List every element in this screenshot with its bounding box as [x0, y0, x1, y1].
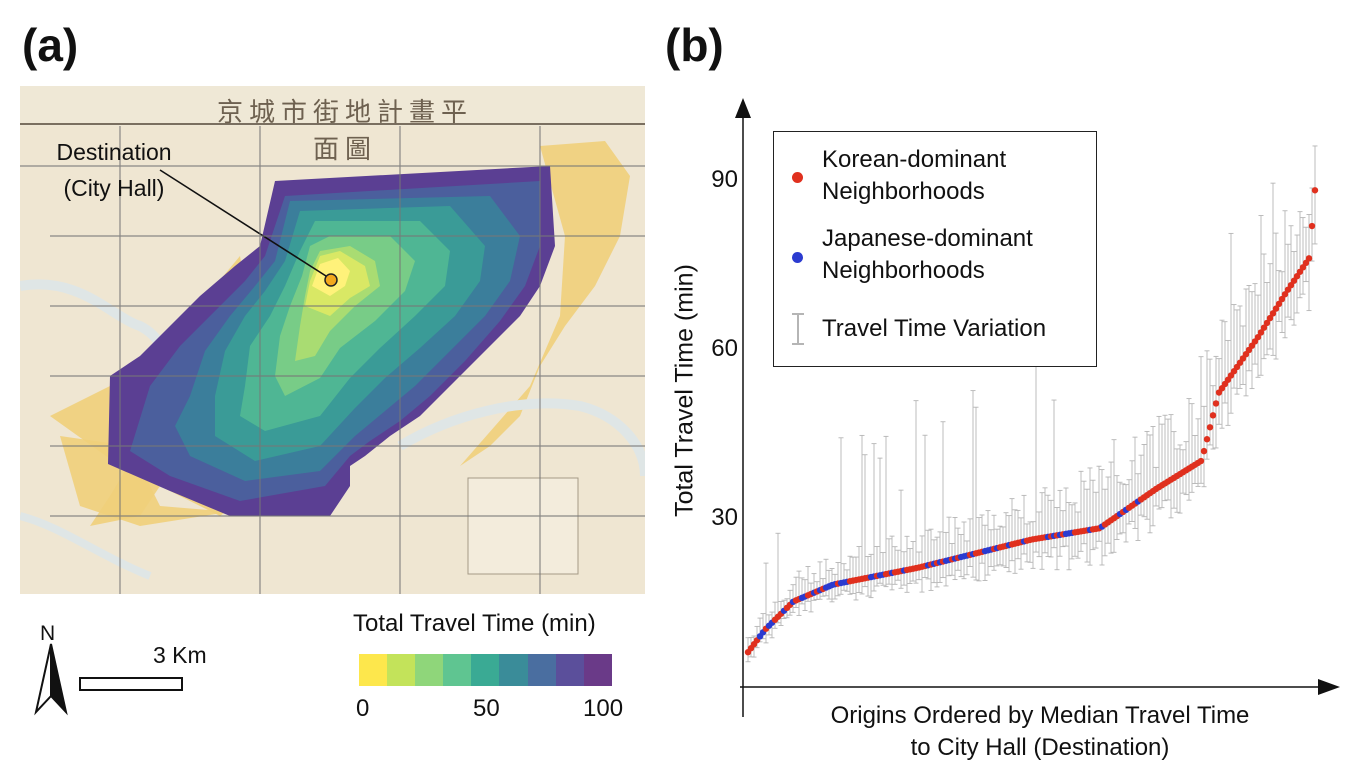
y-tick-60: 60 — [711, 335, 738, 362]
x-axis-title-line-2: to City Hall (Destination) — [910, 734, 1170, 761]
chart-points — [744, 187, 1319, 656]
x-axis-title-line-1: Origins Ordered by Median Travel Time — [830, 702, 1250, 729]
destination-marker — [324, 273, 338, 287]
colorbar-swatch-2 — [415, 654, 444, 686]
colorbar-swatch-1 — [387, 654, 416, 686]
colorbar-tick-0: 0 — [356, 695, 370, 722]
travel-time-chart: 30 60 90 — [711, 98, 1340, 717]
colorbar-tick-50: 50 — [473, 695, 500, 722]
colorbar-tick-100: 100 — [583, 695, 624, 722]
point-korean — [1311, 187, 1319, 194]
y-tick-30: 30 — [711, 504, 738, 531]
colorbar-swatch-3 — [443, 654, 472, 686]
point-korean — [1206, 424, 1214, 431]
colorbar-swatch-0 — [359, 654, 388, 686]
urban-area-east — [460, 141, 630, 466]
x-axis-arrow-icon — [1318, 679, 1340, 695]
travel-time-map: 京城市街地計畫平面圖 Destination (City Hall) — [20, 86, 645, 594]
colorbar-swatch-5 — [499, 654, 528, 686]
north-label: N — [40, 622, 56, 645]
y-axis-arrow-icon — [735, 98, 751, 118]
old-map-title: 京城市街地計畫平面圖 — [216, 98, 473, 165]
point-korean — [1260, 324, 1268, 331]
colorbar-swatch-4 — [471, 654, 500, 686]
panel-b-label: (b) — [665, 19, 724, 71]
point-korean — [1212, 400, 1220, 407]
point-korean — [1197, 457, 1205, 465]
colorbar-swatch-7 — [555, 654, 584, 686]
river-southwest — [20, 512, 152, 580]
chart-legend: Korean-dominant Neighborhoods Japanese-d… — [773, 131, 1097, 367]
point-korean — [1203, 436, 1211, 443]
chart-axes — [735, 98, 1340, 717]
colorbar — [359, 654, 612, 686]
destination-pointer — [159, 169, 327, 277]
point-korean — [1281, 291, 1289, 298]
legend-korean-label-2: Neighborhoods — [822, 178, 985, 205]
map-header-strip — [20, 86, 645, 126]
point-korean — [1266, 314, 1274, 322]
legend-japanese-marker — [792, 252, 803, 263]
legend-korean-marker — [792, 172, 803, 183]
map-canvas — [20, 86, 645, 594]
old-map-legend — [467, 477, 579, 575]
point-korean — [1278, 295, 1286, 303]
colorbar-title: Total Travel Time (min) — [353, 610, 596, 637]
scale-label: 3 Km — [153, 642, 207, 668]
legend-variation-label: Travel Time Variation — [822, 315, 1047, 342]
point-korean — [1209, 412, 1217, 419]
north-arrow-icon — [34, 643, 68, 716]
point-korean — [1254, 333, 1262, 341]
panel-a-label: (a) — [22, 19, 79, 71]
legend-japanese-label-2: Neighborhoods — [822, 257, 985, 284]
y-axis-title: Total Travel Time (min) — [670, 264, 699, 517]
legend-error-bar-icon — [792, 313, 804, 345]
point-korean — [1275, 300, 1283, 308]
point-korean — [1269, 310, 1277, 317]
colorbar-swatch-6 — [527, 654, 556, 686]
map-grid — [20, 126, 645, 594]
destination-sublabel: (City Hall) — [63, 175, 165, 201]
point-korean — [1308, 222, 1316, 230]
scale-bar — [79, 677, 183, 691]
point-korean — [1200, 447, 1208, 455]
x-axis-title: Origins Ordered by Median Travel Time to … — [730, 700, 1350, 764]
destination-label: Destination — [56, 139, 172, 165]
legend-japanese-label-1: Japanese-dominant — [822, 225, 1033, 252]
point-korean — [1272, 305, 1280, 312]
point-korean — [1257, 329, 1265, 336]
legend-korean-label-1: Korean-dominant — [822, 146, 1007, 173]
chart-y-ticks: 30 60 90 — [711, 166, 738, 531]
y-tick-90: 90 — [711, 166, 738, 193]
colorbar-swatch-8 — [583, 654, 612, 686]
point-korean — [1263, 319, 1271, 327]
point-korean — [1305, 255, 1313, 262]
